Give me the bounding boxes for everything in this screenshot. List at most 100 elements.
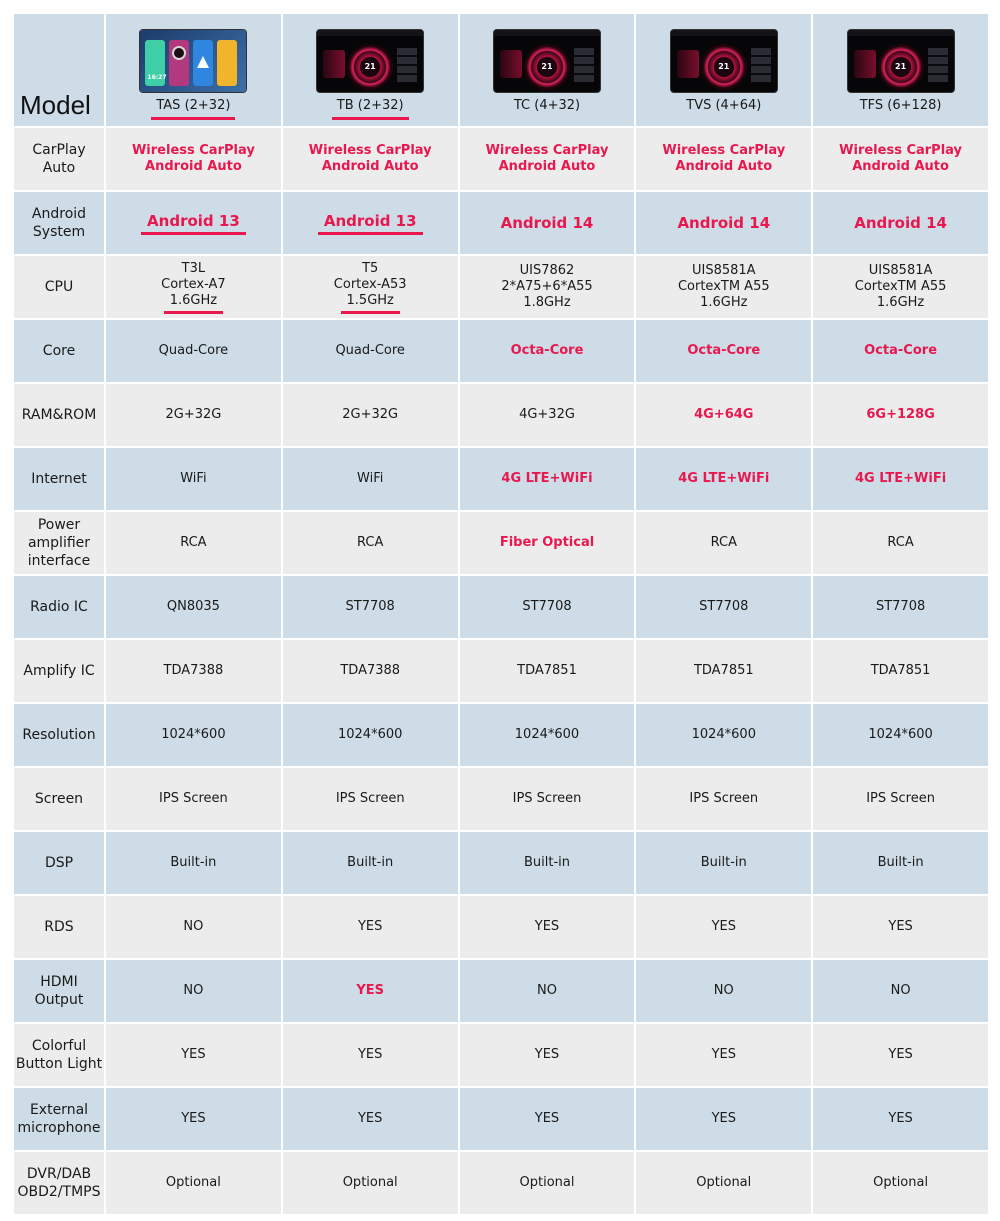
external-microphone-cell: YES [106,1088,281,1150]
text-line: RDS [44,919,74,935]
text-line: Android [31,206,87,222]
text-line: 4G LTE+WiFi [501,471,593,486]
text-line: Built-in [347,855,394,870]
row-label-power-amplifier-interface: Power amplifier interface [14,512,104,574]
row-label-external-microphone: External microphone [14,1088,104,1150]
text-line: Wireless CarPlay [662,143,786,158]
text-line: 2G+32G [165,407,222,422]
text-line: YES [534,1111,560,1126]
text-line: WiFi [180,471,207,486]
gauge-value: 21 [718,62,730,71]
text-line: Amplify IC [23,663,95,679]
external-microphone-cell: YES [636,1088,812,1150]
internet-cell: 4G LTE+WiFi [813,448,988,510]
text-line: UIS8581A [692,263,756,278]
dsp-cell: Built-in [813,832,988,894]
text-line: Cortex-A53 [333,276,407,292]
ram-rom-cell: 2G+32G [106,384,281,446]
text-line: Android Auto [145,159,242,174]
text-line: WiFi [357,471,384,486]
colorful-button-light-cell: YES [282,1024,458,1086]
ram-rom-cell: 4G+64G [636,384,812,446]
text-line: NO [537,983,557,998]
row-label-carplay: CarPlay Auto [14,128,104,190]
amplify-ic-cell: TDA7388 [282,640,458,702]
ram-rom-cell: 6G+128G [813,384,988,446]
power-amplifier-interface-cell: RCA [282,512,458,574]
product-header-tas: 16:27 TAS (2+32) [106,14,281,126]
colorful-button-light-cell: YES [813,1024,988,1086]
core-cell: Octa-Core [636,320,812,382]
text-line: Wireless CarPlay [839,143,963,158]
external-microphone-cell: YES [282,1088,458,1150]
text-line: Power [37,517,81,533]
text-line: Android 14 [854,214,947,232]
resolution-cell: 1024*600 [459,704,635,766]
cpu-cell: T5 Cortex-A53 1.5GHz [282,256,458,318]
text-line: Quad-Core [335,343,405,358]
carplay-cell: Wireless CarPlay Android Auto [459,128,635,190]
text-line: Cortex-A7 [161,276,226,292]
radio-ic-cell: ST7708 [459,576,635,638]
text-line: YES [888,1111,913,1126]
text-line: Octa-Core [510,343,584,358]
screen-cell: IPS Screen [813,768,988,830]
text-line: 1024*600 [868,727,933,742]
radio-ic-cell: ST7708 [282,576,458,638]
text-line: YES [357,1047,383,1062]
amplify-ic-cell: TDA7851 [459,640,635,702]
dsp-cell: Built-in [282,832,458,894]
resolution-cell: 1024*600 [813,704,988,766]
text-line: YES [711,1111,736,1126]
product-image-tvs: 21 [670,30,777,92]
text-line: 1024*600 [337,727,403,742]
text-line: External [29,1102,89,1118]
product-header-tvs: 21 TVS (4+64) [636,14,812,126]
text-line: Optional [165,1175,221,1190]
row-label-colorful-button-light: Colorful Button Light [14,1024,104,1086]
text-line: 4G LTE+WiFi [678,471,770,486]
text-line: 1024*600 [161,727,226,742]
text-line: YES [534,1047,560,1062]
radio-ic-cell: ST7708 [636,576,812,638]
text-line: YES [357,919,383,934]
row-label-dsp: DSP [14,832,104,894]
text-line: 2G+32G [342,407,399,422]
text-line: Octa-Core [687,343,761,358]
spec-comparison-table: Model 16:27 TAS (2+32) 21 TB (2+32) 21 T… [14,14,988,1214]
row-label-rds: RDS [14,896,104,958]
text-line: Wireless CarPlay [485,143,609,158]
resolution-cell: 1024*600 [282,704,458,766]
text-line: 1.6GHz [163,293,224,314]
text-line: YES [356,983,385,998]
product-name: TVS (4+64) [686,98,762,113]
text-line: Optional [696,1175,752,1190]
text-line: Optional [519,1175,575,1190]
row-label-dvr-dab-obd2-tmps: DVR/DAB OBD2/TMPS [14,1152,104,1214]
text-line: Built-in [877,855,924,870]
android-system-cell: Android 14 [813,192,988,254]
text-line: OBD2/TMPS [17,1184,101,1200]
android-system-cell: Android 13 [106,192,281,254]
hdmi-output-cell: NO [813,960,988,1022]
text-line: CPU [44,279,74,295]
text-line: NO [183,919,204,934]
text-line: YES [888,919,913,934]
text-line: YES [181,1111,206,1126]
text-line: UIS8581A [868,263,933,278]
row-label-android-system: Android System [14,192,104,254]
carplay-cell: Wireless CarPlay Android Auto [636,128,812,190]
text-line: NO [890,983,911,998]
resolution-cell: 1024*600 [636,704,812,766]
text-line: Octa-Core [864,343,938,358]
gauge-value: 21 [364,62,376,71]
internet-cell: 4G LTE+WiFi [636,448,812,510]
rds-cell: YES [813,896,988,958]
screen-cell: IPS Screen [106,768,281,830]
text-line: HDMI [40,974,78,990]
rds-cell: YES [282,896,458,958]
android-system-cell: Android 14 [459,192,635,254]
hdmi-output-cell: YES [282,960,458,1022]
dvr-dab-obd2-tmps-cell: Optional [106,1152,281,1214]
text-line: 4G LTE+WiFi [855,471,947,486]
